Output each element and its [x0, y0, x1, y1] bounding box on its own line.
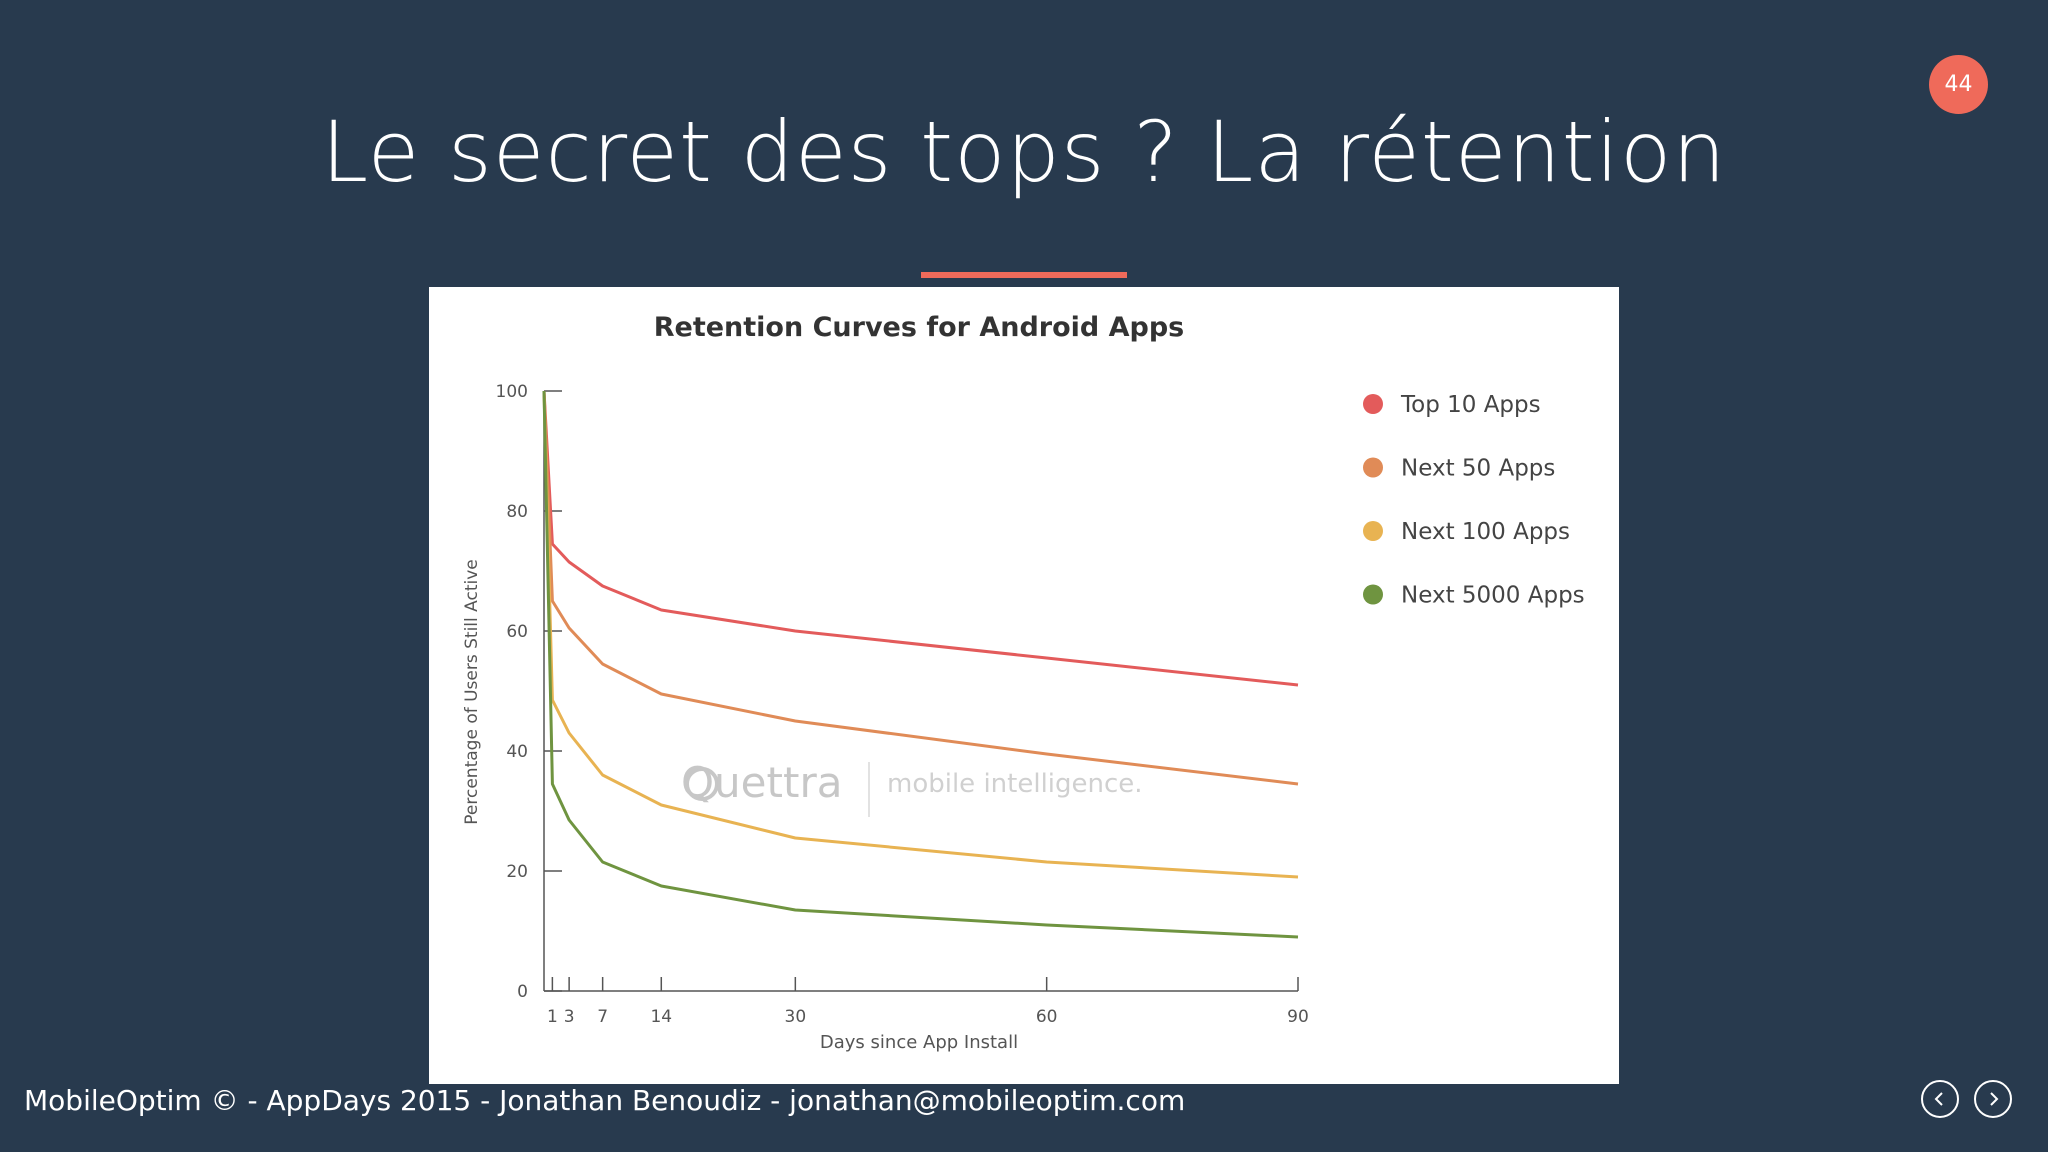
legend-label: Top 10 Apps — [1400, 392, 1541, 418]
legend-swatch — [1363, 584, 1383, 605]
watermark-brand: Quettra — [681, 758, 842, 807]
y-tick-label: 40 — [506, 742, 528, 762]
legend-swatch — [1363, 521, 1383, 541]
chart-legend: Top 10 Apps Next 50 Apps Next 100 Apps Next… — [1363, 392, 1585, 609]
x-tick-label: 1 — [547, 1007, 558, 1027]
x-tick-label: 90 — [1287, 1007, 1309, 1027]
legend-label: Next 50 Apps — [1401, 456, 1555, 482]
series-line-top-10-apps — [542, 390, 1299, 687]
x-tick-label: 30 — [785, 1007, 807, 1027]
x-tick-label: 7 — [597, 1007, 608, 1027]
x-tick-label: 14 — [650, 1007, 672, 1027]
slide-number-badge: 44 — [1929, 55, 1988, 114]
series-line-next-100-apps — [542, 390, 1299, 879]
legend-swatch — [1363, 394, 1383, 414]
chevron-left-icon — [1934, 1092, 1943, 1106]
watermark-logo-icon — [685, 767, 719, 801]
series-line-next-50-apps — [542, 390, 1299, 786]
next-slide-button[interactable] — [1974, 1080, 2012, 1118]
watermark: Quettra mobile intelligence. — [681, 758, 1143, 817]
chart-panel: Retention Curves for Android Apps Percen… — [429, 287, 1619, 1084]
x-axis-label: Days since App Install — [820, 1032, 1018, 1053]
chart-series — [542, 390, 1299, 939]
legend-label: Next 100 Apps — [1401, 519, 1570, 545]
previous-slide-button[interactable] — [1921, 1080, 1959, 1118]
footer-credit: MobileOptim © - AppDays 2015 - Jonathan … — [24, 1084, 1186, 1117]
y-tick-label: 100 — [496, 382, 528, 402]
chevron-right-icon — [1990, 1092, 1999, 1106]
y-tick-label: 20 — [506, 862, 528, 882]
legend-label: Next 5000 Apps — [1401, 583, 1585, 609]
y-tick-label: 0 — [517, 982, 528, 1002]
title-underline — [921, 272, 1127, 278]
series-line-next-5000-apps — [542, 390, 1299, 939]
y-axis-label: Percentage of Users Still Active — [462, 559, 482, 824]
x-tick-label: 3 — [564, 1007, 575, 1027]
slide-title: Le secret des tops ? La rétention — [321, 103, 1727, 201]
watermark-tagline: mobile intelligence. — [887, 769, 1143, 799]
y-tick-label: 80 — [506, 502, 528, 522]
legend-swatch — [1363, 457, 1383, 478]
x-tick-label: 60 — [1036, 1007, 1058, 1027]
chart-axes: 0 20 40 60 80 100 1 3 7 14 30 60 90 — [496, 382, 1309, 1027]
retention-chart: Retention Curves for Android Apps Percen… — [462, 312, 1585, 1053]
chart-title: Retention Curves for Android Apps — [654, 312, 1185, 343]
y-tick-label: 60 — [506, 622, 528, 642]
